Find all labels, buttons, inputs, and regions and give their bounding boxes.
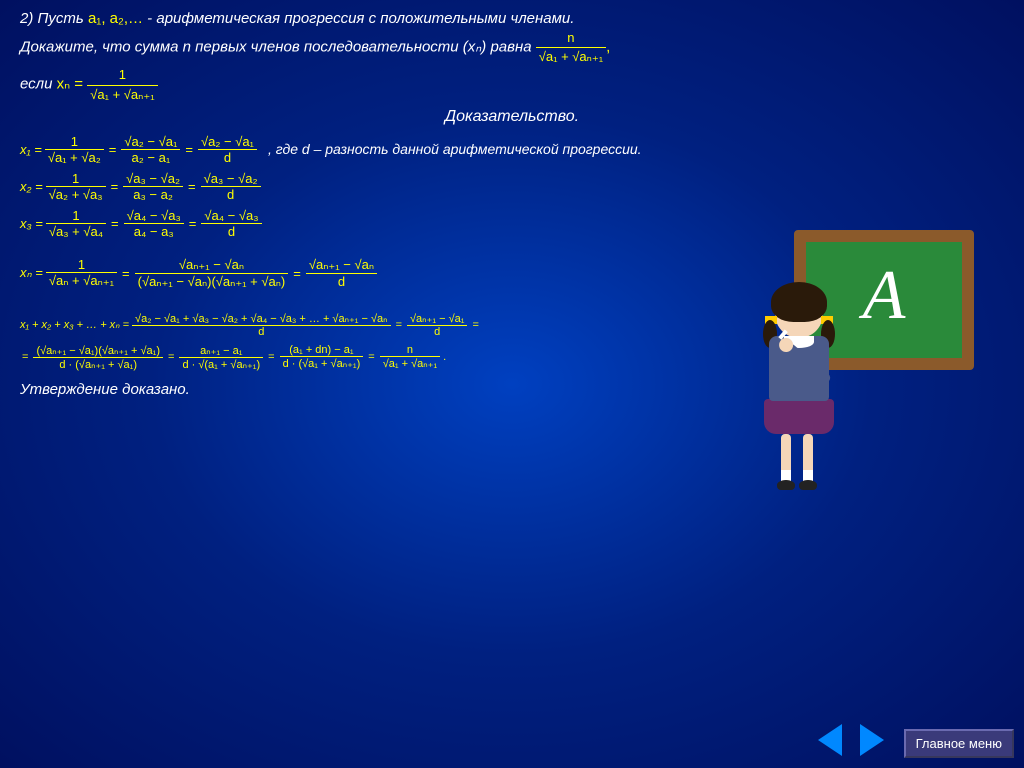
x1-note: , где d – разность данной арифметической… — [268, 141, 642, 157]
problem-sequence: a₁, a₂,… — [88, 10, 143, 27]
prev-arrow[interactable] — [818, 724, 842, 756]
girl-illustration — [734, 230, 974, 510]
problem-line1-rest: - арифметическая прогрессия с положитель… — [143, 10, 574, 27]
problem-line2: Докажите, что сумма n первых членов посл… — [20, 39, 536, 56]
main-menu-button[interactable]: Главное меню — [904, 729, 1014, 758]
target-fraction: n √a₁ + √aₙ₊₁ — [536, 29, 606, 66]
problem-line3-prefix: если — [20, 76, 57, 93]
proof-x1: x₁ = 1√a₁ + √a₂ = √a₂ − √a₁a₂ − a₁ = √a₂… — [20, 134, 1004, 165]
proof-x2: x₂ = 1√a₂ + √a₃ = √a₃ − √a₂a₃ − a₂ = √a₃… — [20, 171, 1004, 202]
xn-label: xₙ = — [57, 76, 83, 93]
xn-fraction: 1 √a₁ + √aₙ₊₁ — [87, 66, 157, 103]
nav-arrows — [818, 724, 884, 756]
problem-statement: 2) Пусть a₁, a₂,… - арифметическая прогр… — [20, 8, 1004, 104]
problem-line1-prefix: 2) Пусть — [20, 10, 88, 27]
next-arrow[interactable] — [860, 724, 884, 756]
proof-title: Доказательство. — [20, 108, 1004, 126]
